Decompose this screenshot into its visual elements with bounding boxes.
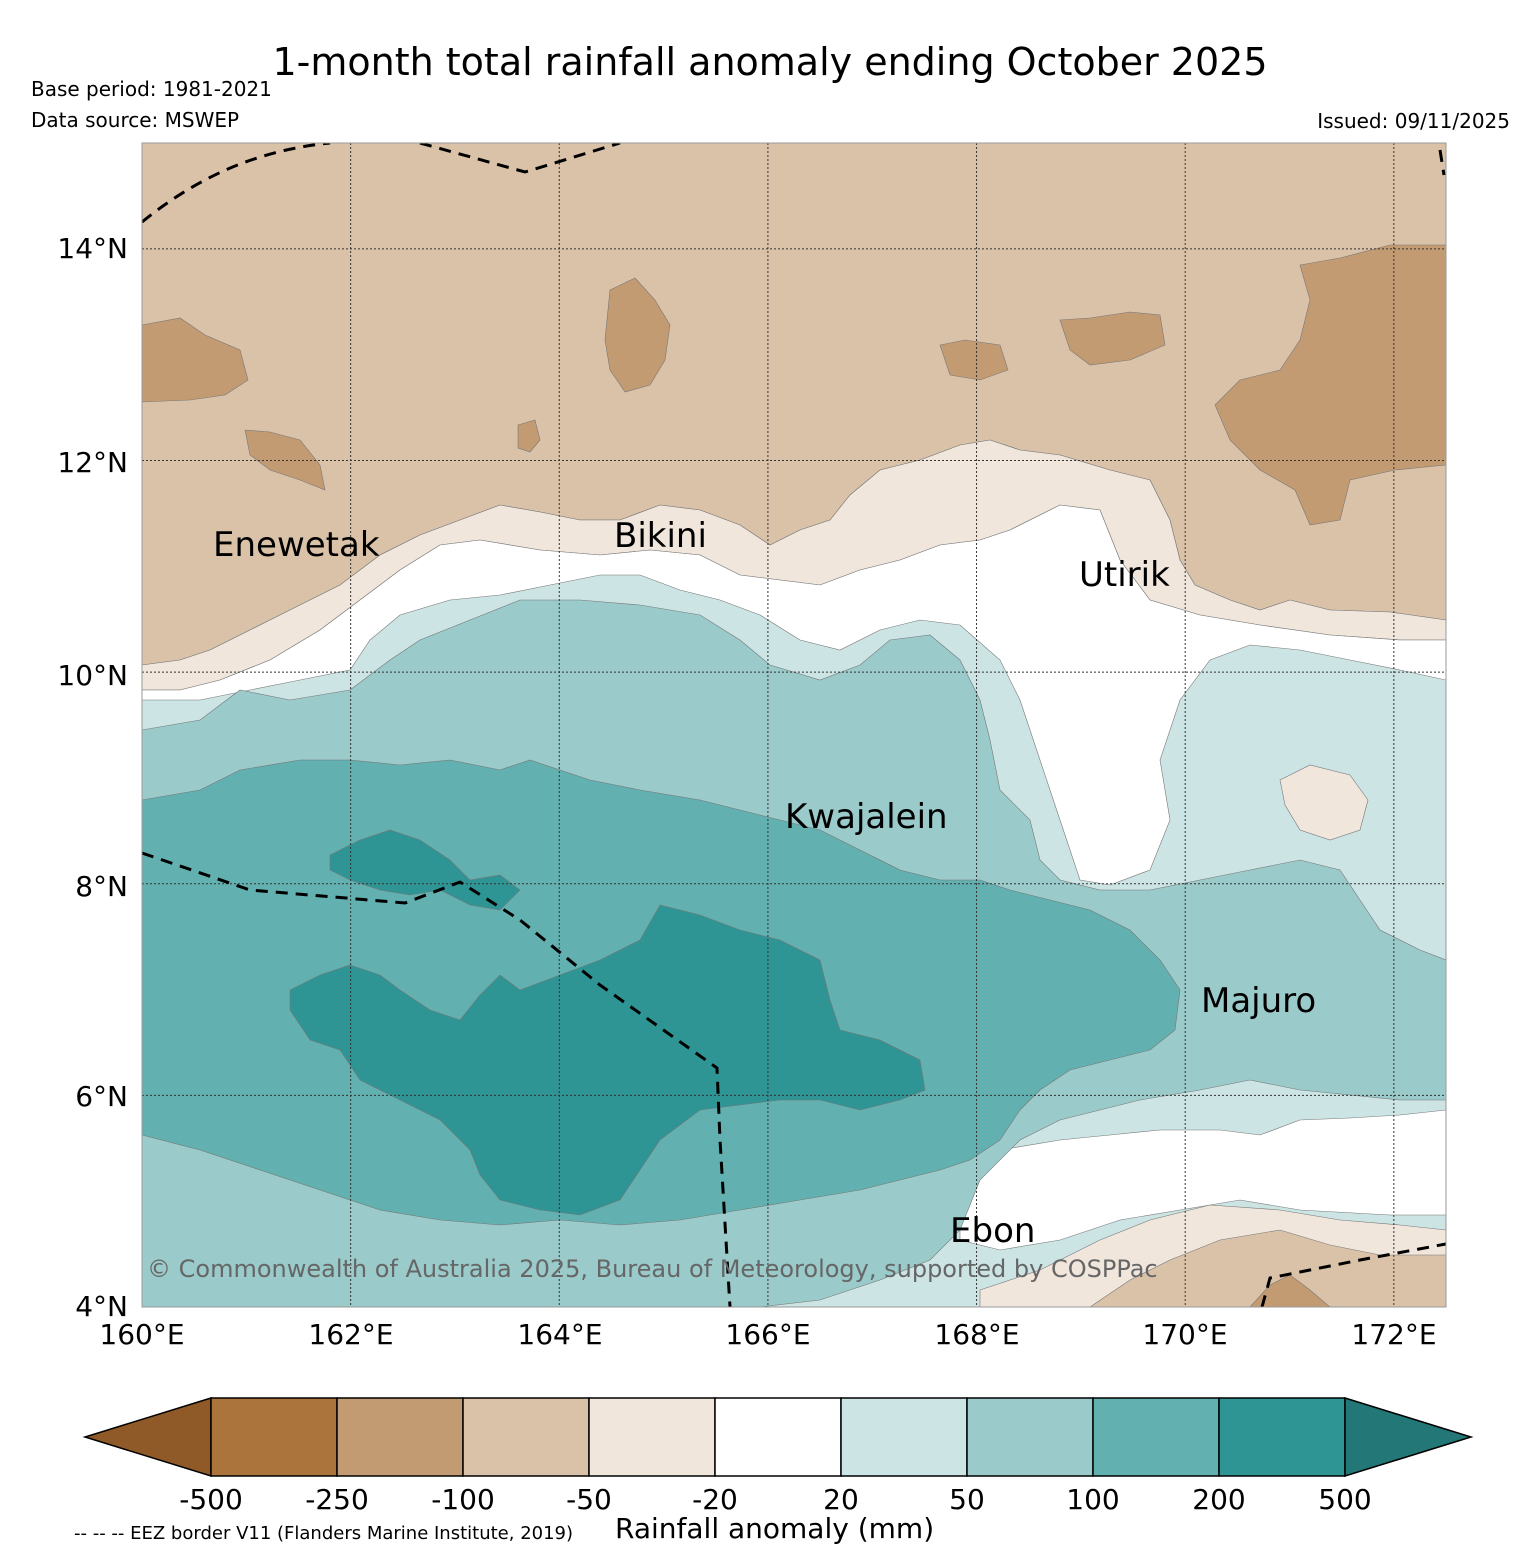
- lat-label: 4°N: [75, 1290, 128, 1323]
- dry-patch-south: [1089, 1229, 1446, 1307]
- rainfall-map: [141, 142, 1447, 1308]
- place-label-bikini: Bikini: [614, 516, 707, 556]
- colorbar-segment: [966, 1397, 1094, 1477]
- colorbar-tick-label: 100: [1066, 1483, 1120, 1516]
- eez-footnote: -- -- -- EEZ border V11 (Flanders Marine…: [74, 1523, 574, 1544]
- colorbar-tick-label: 500: [1318, 1483, 1372, 1516]
- place-label-utirik: Utirik: [1079, 555, 1170, 595]
- near-normal-band: [142, 504, 1446, 886]
- base-period-label: Base period: 1981-2021: [31, 77, 272, 101]
- lat-label: 14°N: [57, 232, 128, 265]
- colorbar-tick-label: 20: [823, 1483, 859, 1516]
- map-title: 1-month total rainfall anomaly ending Oc…: [272, 40, 1268, 84]
- colorbar-segment: [588, 1397, 716, 1477]
- colorbar-segment: [462, 1397, 590, 1477]
- place-label-kwajalein: Kwajalein: [785, 797, 948, 837]
- anomaly-fill: [142, 143, 1446, 1307]
- colorbar-tick-label: -100: [431, 1483, 495, 1516]
- colorbar-segment: [1092, 1397, 1220, 1477]
- lat-label: 10°N: [57, 659, 128, 692]
- colorbar-title: Rainfall anomaly (mm): [615, 1512, 935, 1545]
- dry-patch: [604, 277, 671, 393]
- dry-patch-south: [1249, 1274, 1331, 1307]
- dry-patch: [142, 317, 249, 403]
- colorbar-tick-label: 50: [949, 1483, 985, 1516]
- place-label-ebon: Ebon: [950, 1211, 1036, 1251]
- lon-label: 164°E: [517, 1318, 603, 1351]
- colorbar-segment: [714, 1397, 842, 1477]
- dry-patch: [1059, 311, 1166, 366]
- dry-patch: [244, 429, 326, 491]
- map-frame: [141, 142, 1447, 1308]
- dry-patch: [939, 339, 1009, 381]
- place-label-enewetak: Enewetak: [213, 525, 380, 565]
- colorbar-extend-high: [1344, 1396, 1474, 1478]
- lon-label: 172°E: [1351, 1318, 1437, 1351]
- lon-label: 160°E: [99, 1318, 185, 1351]
- colorbar: [82, 1396, 1474, 1478]
- colorbar-tick-label: -250: [305, 1483, 369, 1516]
- dry-patch-east: [1279, 764, 1369, 841]
- place-label-majuro: Majuro: [1201, 981, 1317, 1021]
- lon-label: 168°E: [934, 1318, 1020, 1351]
- lat-label: 6°N: [75, 1080, 128, 1113]
- colorbar-tick-label: -20: [692, 1483, 738, 1516]
- wet-200-500: [289, 904, 926, 1216]
- dry-patch: [1214, 244, 1446, 526]
- colorbar-tick-label: 200: [1192, 1483, 1246, 1516]
- colorbar-segment: [210, 1397, 338, 1477]
- lat-label: 12°N: [57, 446, 128, 479]
- eez-border: [142, 143, 1446, 1307]
- colorbar-extend-low: [82, 1396, 212, 1478]
- colorbar-tick-label: -500: [179, 1483, 243, 1516]
- lat-label: 8°N: [75, 870, 128, 903]
- data-source-label: Data source: MSWEP: [31, 108, 240, 132]
- near-normal-band-south: [959, 1109, 1446, 1251]
- colorbar-tick-label: -50: [566, 1483, 612, 1516]
- colorbar-segment: [840, 1397, 968, 1477]
- colorbar-segment: [1218, 1397, 1346, 1477]
- colorbar-segment: [336, 1397, 464, 1477]
- lon-label: 170°E: [1142, 1318, 1228, 1351]
- lon-label: 166°E: [725, 1318, 811, 1351]
- lon-label: 162°E: [308, 1318, 394, 1351]
- dry-patch: [517, 419, 541, 453]
- issued-date-label: Issued: 09/11/2025: [1317, 109, 1510, 133]
- copyright-notice: © Commonwealth of Australia 2025, Bureau…: [147, 1255, 1158, 1283]
